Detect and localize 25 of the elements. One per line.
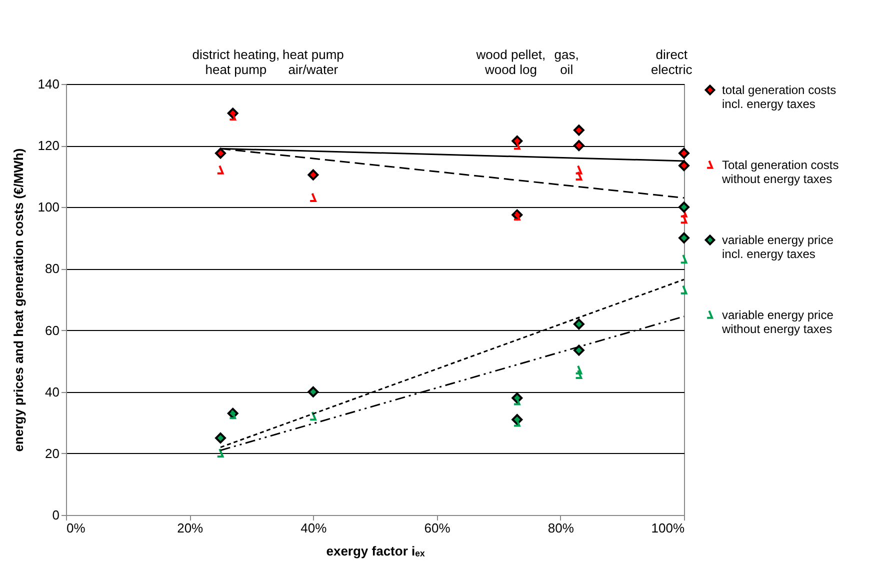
text: heat pump air/water	[282, 47, 344, 77]
y-tick-label: 60	[45, 322, 60, 338]
x-tick-label: 40%	[300, 520, 328, 536]
y-tick-label: 40	[45, 384, 60, 400]
legend-label: Total generation costs without energy taxes	[721, 158, 839, 186]
x-tick-label: 60%	[424, 520, 451, 536]
x-tick-label: 20%	[177, 520, 204, 536]
text: wood pellet, wood log	[475, 47, 546, 77]
y-tick-label: 20	[45, 446, 60, 461]
y-tick-label: 100	[38, 200, 60, 215]
x-axis-title: exergy factor iₑₓ	[326, 544, 425, 558]
legend-label: variable energy price incl. energy taxes	[722, 233, 834, 261]
x-tick-label: 80%	[548, 520, 574, 536]
legend-label: variable energy price without energy taxes	[721, 308, 834, 336]
legend-label: total generation costs incl. energy taxes	[722, 83, 836, 111]
y-axis-title: energy prices and heat generation costs (€/MWh)	[10, 148, 26, 452]
y-tick-label: 0	[52, 508, 60, 522]
y-tick-label: 120	[38, 138, 60, 154]
x-tick-label: 0%	[66, 520, 86, 536]
y-tick-label: 80	[45, 261, 60, 276]
y-tick-label: 140	[38, 76, 60, 92]
text: direct electric	[651, 47, 693, 77]
x-tick-label: 100%	[651, 520, 685, 536]
text: gas, oil	[554, 47, 579, 77]
text: district heating, heat pump	[192, 47, 280, 77]
